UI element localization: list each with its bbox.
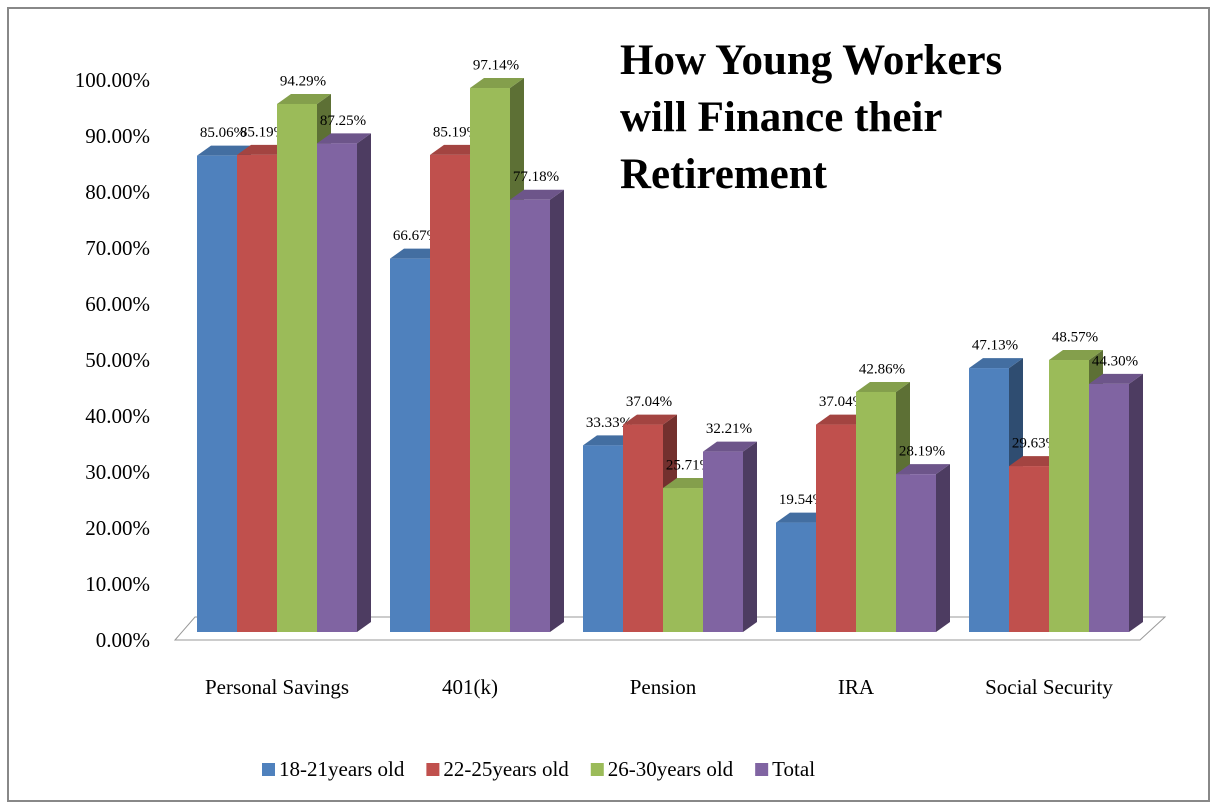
bar-top xyxy=(856,381,910,392)
value-label: 94.29% xyxy=(280,73,326,89)
value-label: 32.21% xyxy=(706,421,752,437)
value-label: 33.33% xyxy=(586,415,632,431)
value-label: 29.63% xyxy=(1012,436,1058,452)
bar-top xyxy=(1049,350,1103,361)
bar-front xyxy=(430,154,470,632)
legend-swatch xyxy=(426,763,440,776)
bar-top xyxy=(317,133,371,144)
bar-top xyxy=(703,441,757,452)
value-label: 85.19% xyxy=(240,124,286,140)
bar-side xyxy=(936,464,950,632)
y-tick-label: 80.00% xyxy=(85,180,150,204)
bar xyxy=(1089,373,1143,632)
legend-label: 18-21years old xyxy=(279,757,405,781)
bar-side xyxy=(1129,373,1143,632)
legend-swatch xyxy=(755,763,769,776)
value-label: 97.14% xyxy=(473,57,519,73)
bar-front xyxy=(470,88,510,633)
value-label: 25.71% xyxy=(666,457,712,473)
y-tick-label: 60.00% xyxy=(85,292,150,316)
bar-front xyxy=(510,199,550,633)
x-tick-label: Social Security xyxy=(985,675,1113,699)
bar-front xyxy=(703,451,743,632)
value-label: 47.13% xyxy=(972,338,1018,354)
value-label: 85.06% xyxy=(200,125,246,141)
value-label: 37.04% xyxy=(819,394,865,410)
bar-top xyxy=(896,464,950,475)
y-tick-label: 70.00% xyxy=(85,236,150,260)
bar-top xyxy=(277,93,331,104)
legend-label: Total xyxy=(772,757,815,781)
y-tick-label: 90.00% xyxy=(85,124,150,148)
y-tick-label: 30.00% xyxy=(85,460,150,484)
bar-front xyxy=(1089,383,1129,632)
bar-side xyxy=(550,189,564,633)
y-tick-label: 40.00% xyxy=(85,404,150,428)
bar-front xyxy=(856,391,896,632)
bar-front xyxy=(390,258,430,632)
bar-top xyxy=(1089,373,1143,384)
value-label: 42.86% xyxy=(859,361,905,377)
value-label: 19.54% xyxy=(779,492,825,508)
bar-front xyxy=(623,424,663,632)
x-tick-label: Personal Savings xyxy=(205,675,349,699)
bar-front xyxy=(277,103,317,632)
chart-title: Retirement xyxy=(620,151,828,198)
legend-swatch xyxy=(262,763,275,776)
bar-front xyxy=(776,522,816,632)
bar-front xyxy=(317,143,357,632)
legend-label: 26-30years old xyxy=(608,757,734,781)
y-tick-label: 50.00% xyxy=(85,348,150,372)
bar-front xyxy=(969,368,1009,632)
value-label: 77.18% xyxy=(513,169,559,185)
y-tick-label: 20.00% xyxy=(85,516,150,540)
value-label: 48.57% xyxy=(1052,329,1098,345)
x-tick-label: 401(k) xyxy=(442,675,498,699)
y-tick-label: 10.00% xyxy=(85,572,150,596)
legend-label: 22-25years old xyxy=(443,757,569,781)
y-tick-label: 100.00% xyxy=(75,68,150,92)
bar xyxy=(703,441,757,632)
x-tick-label: IRA xyxy=(838,675,875,699)
value-label: 28.19% xyxy=(899,444,945,460)
chart-title: How Young Workers xyxy=(620,37,1002,84)
bar-front xyxy=(896,474,936,632)
bar-front xyxy=(816,424,856,632)
bar-side xyxy=(743,441,757,632)
bar-front xyxy=(663,488,703,632)
bar-top xyxy=(197,145,251,156)
value-label: 37.04% xyxy=(626,394,672,410)
bar xyxy=(317,133,371,632)
value-label: 85.19% xyxy=(433,124,479,140)
bar-front xyxy=(237,154,277,632)
chart-title: will Finance their xyxy=(620,94,942,141)
value-label: 87.25% xyxy=(320,113,366,129)
bar-front xyxy=(1009,466,1049,632)
bar-front xyxy=(197,155,237,632)
y-tick-label: 0.00% xyxy=(96,628,150,652)
bar-front xyxy=(1049,360,1089,632)
x-tick-label: Pension xyxy=(630,675,697,699)
bar-side xyxy=(357,133,371,632)
bar xyxy=(896,464,950,632)
legend-swatch xyxy=(590,763,604,776)
bar-top xyxy=(969,358,1023,369)
bar-front xyxy=(583,445,623,632)
bar-top xyxy=(510,189,564,200)
value-label: 66.67% xyxy=(393,228,439,244)
bar xyxy=(510,189,564,633)
value-label: 44.30% xyxy=(1092,353,1138,369)
bar-top xyxy=(470,78,524,89)
bar-top xyxy=(623,414,677,425)
